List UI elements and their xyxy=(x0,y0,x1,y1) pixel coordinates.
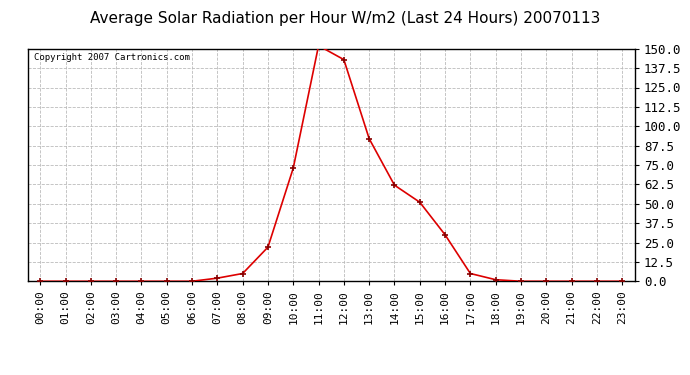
Text: Average Solar Radiation per Hour W/m2 (Last 24 Hours) 20070113: Average Solar Radiation per Hour W/m2 (L… xyxy=(90,11,600,26)
Text: Copyright 2007 Cartronics.com: Copyright 2007 Cartronics.com xyxy=(34,53,190,62)
